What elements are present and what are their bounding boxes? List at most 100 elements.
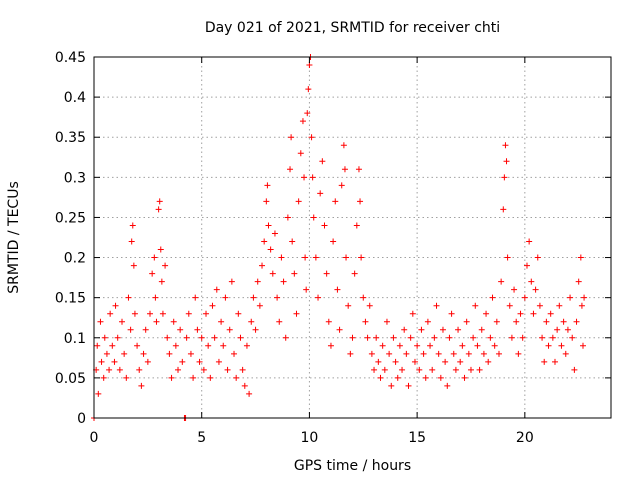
data-point: [301, 174, 308, 181]
plot-frame: [93, 56, 612, 419]
data-point: [312, 254, 319, 261]
data-point: [573, 318, 580, 325]
data-point: [315, 294, 322, 301]
data-point: [504, 254, 511, 261]
data-point: [377, 374, 384, 381]
data-point: [457, 358, 464, 365]
data-point: [261, 238, 268, 245]
data-point: [106, 366, 113, 373]
y-tick-label: 0.25: [55, 210, 86, 226]
data-point: [503, 158, 510, 165]
data-point: [379, 342, 386, 349]
data-point: [394, 374, 401, 381]
data-point: [476, 366, 483, 373]
data-point: [134, 342, 141, 349]
data-point: [351, 270, 358, 277]
data-point: [390, 334, 397, 341]
data-point: [291, 270, 298, 277]
data-point: [357, 198, 364, 205]
data-point: [123, 374, 130, 381]
data-point: [526, 238, 533, 245]
data-point: [222, 294, 229, 301]
data-point: [571, 366, 578, 373]
data-point: [215, 358, 222, 365]
data-point: [325, 318, 332, 325]
data-point: [545, 342, 552, 349]
data-point: [396, 342, 403, 349]
data-point: [243, 342, 250, 349]
data-point: [282, 334, 289, 341]
data-point: [209, 302, 216, 309]
data-point: [114, 334, 121, 341]
data-point: [248, 318, 255, 325]
data-point: [112, 302, 119, 309]
data-point: [349, 334, 356, 341]
x-tick-label: 10: [301, 430, 319, 446]
data-point: [433, 302, 440, 309]
data-point: [420, 350, 427, 357]
data-point: [501, 174, 508, 181]
data-point: [187, 350, 194, 357]
data-point: [164, 334, 171, 341]
data-point: [196, 358, 203, 365]
data-point: [302, 254, 309, 261]
data-point: [564, 326, 571, 333]
data-point: [271, 230, 278, 237]
data-point: [483, 310, 490, 317]
data-point: [411, 358, 418, 365]
data-point: [158, 278, 165, 285]
data-point: [562, 350, 569, 357]
data-point: [136, 366, 143, 373]
data-point: [128, 238, 135, 245]
data-point: [293, 310, 300, 317]
data-point: [366, 302, 373, 309]
data-point: [127, 326, 134, 333]
data-point: [94, 342, 101, 349]
data-point: [523, 262, 530, 269]
data-point: [144, 358, 151, 365]
data-point: [330, 238, 337, 245]
data-point: [153, 318, 160, 325]
data-point: [327, 342, 334, 349]
data-point: [364, 334, 371, 341]
data-point: [381, 366, 388, 373]
data-point: [130, 262, 137, 269]
grid: [94, 57, 611, 418]
data-point: [299, 118, 306, 125]
data-point: [334, 286, 341, 293]
data-point: [424, 318, 431, 325]
data-point: [474, 342, 481, 349]
data-point: [309, 174, 316, 181]
data-point: [491, 342, 498, 349]
data-point: [162, 262, 169, 269]
data-point: [427, 342, 434, 349]
data-point: [321, 222, 328, 229]
y-tick-label: 0: [77, 411, 86, 427]
data-point: [198, 334, 205, 341]
data-point: [142, 326, 149, 333]
data-point: [239, 366, 246, 373]
data-point: [185, 310, 192, 317]
data-point: [345, 302, 352, 309]
data-point: [172, 342, 179, 349]
data-point: [203, 310, 210, 317]
data-point: [452, 366, 459, 373]
data-point: [119, 318, 126, 325]
data-point: [414, 342, 421, 349]
data-point: [226, 326, 233, 333]
data-point: [498, 278, 505, 285]
data-point: [560, 318, 567, 325]
data-point: [190, 374, 197, 381]
data-point: [515, 350, 522, 357]
data-point: [231, 350, 238, 357]
y-tick-label: 0.1: [64, 331, 86, 347]
data-point: [508, 334, 515, 341]
x-axis-title: GPS time / hours: [294, 458, 411, 474]
data-point: [437, 374, 444, 381]
data-point: [246, 390, 253, 397]
data-point: [355, 166, 362, 173]
data-point: [511, 286, 518, 293]
data-point: [306, 62, 313, 69]
data-point: [478, 326, 485, 333]
data-point: [383, 318, 390, 325]
